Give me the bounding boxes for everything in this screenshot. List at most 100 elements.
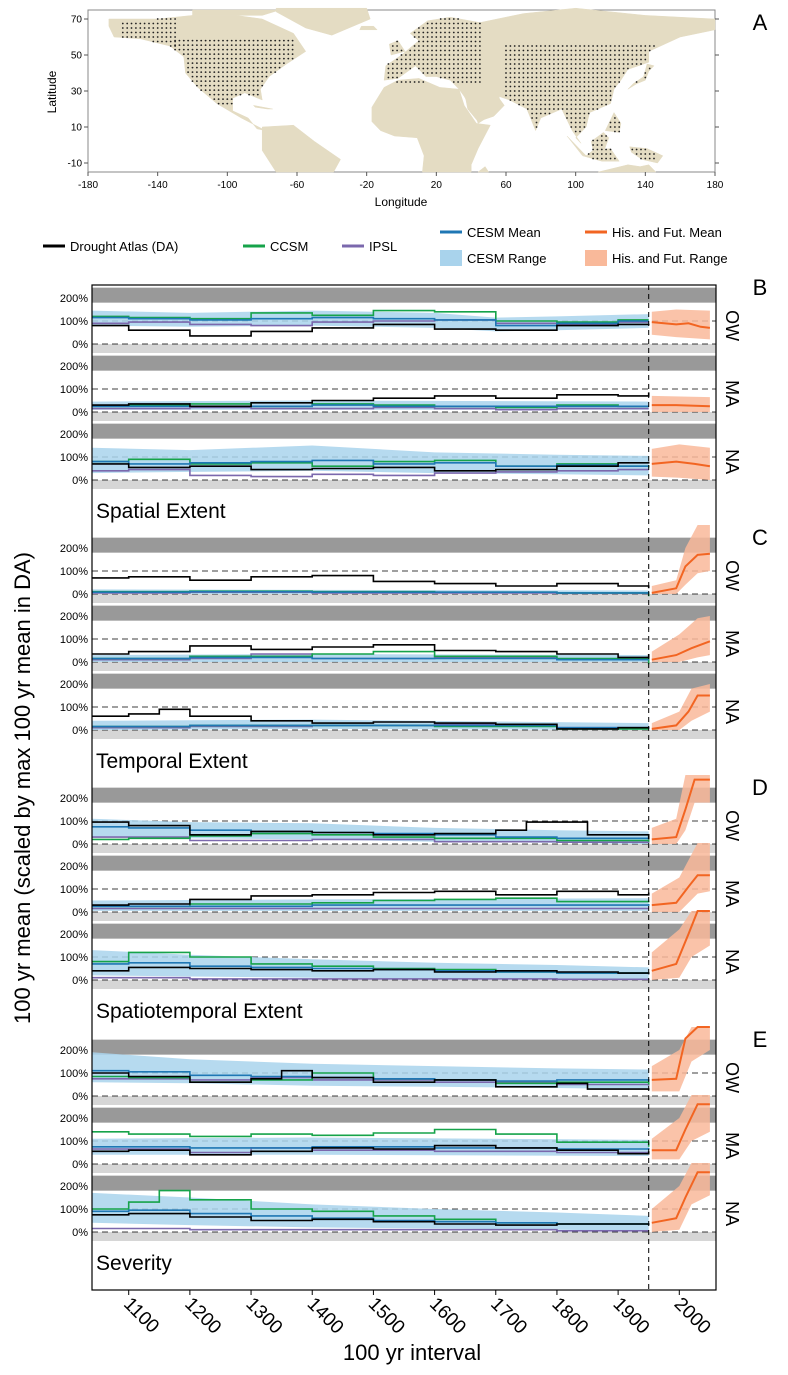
map-grid-dot	[583, 49, 586, 52]
map-grid-dot	[522, 85, 525, 88]
map-grid-dot	[230, 80, 233, 82]
map-grid-dot	[614, 67, 616, 70]
x-tick-label: 2000	[670, 1294, 715, 1339]
map-grid-dot	[526, 49, 529, 52]
map-grid-dot	[226, 71, 229, 73]
map-grid-dot	[444, 31, 446, 34]
map-grid-dot	[452, 81, 455, 83]
map-grid-dot	[139, 22, 142, 25]
map-grid-dot	[435, 58, 438, 61]
map-grid-dot	[226, 39, 229, 42]
map-grid-dot	[618, 45, 621, 47]
map-grid-dot	[409, 58, 412, 61]
map-grid-dot	[457, 72, 459, 74]
map-grid-dot	[444, 36, 446, 38]
map-grid-dot	[405, 58, 407, 61]
map-grid-dot	[544, 58, 547, 61]
da-line-e-ma	[92, 1144, 650, 1156]
map-grid-dot	[422, 58, 425, 61]
map-grid-dot	[614, 76, 616, 79]
map-grid-dot	[505, 45, 507, 47]
map-grid-dot	[574, 54, 577, 56]
map-grid-dot	[278, 62, 281, 64]
map-grid-dot	[583, 54, 586, 56]
map-grid-dot	[465, 45, 468, 47]
map-grid-dot	[596, 108, 599, 110]
map-grid-dot	[579, 63, 581, 65]
map-grid-dot	[574, 63, 577, 65]
band-light	[92, 594, 716, 603]
map-grid-dot	[387, 63, 390, 65]
map-grid-dot	[248, 39, 251, 42]
map-grid-dot	[605, 94, 607, 97]
region-label-ow: OW	[722, 1062, 742, 1093]
map-grid-dot	[235, 39, 237, 42]
map-grid-dot	[152, 27, 155, 29]
map-grid-dot	[169, 36, 172, 38]
map-grid-dot	[518, 58, 520, 61]
panel-letter-d: D	[752, 775, 768, 800]
hf-mean-line-e-ma	[651, 1103, 710, 1152]
map-grid-dot	[465, 81, 468, 83]
map-grid-dot	[243, 39, 246, 42]
map-grid-dot	[648, 49, 651, 52]
map-grid-dot	[627, 54, 629, 56]
map-grid-dot	[535, 58, 538, 61]
map-grid-dot	[548, 94, 551, 97]
map-grid-dot	[587, 153, 590, 155]
map-grid-dot	[566, 90, 568, 92]
map-grid-dot	[640, 153, 642, 155]
map-grid-dot	[418, 45, 420, 47]
legend-label-da: Drought Atlas (DA)	[70, 239, 178, 254]
map-grid-dot	[596, 67, 599, 70]
map-grid-dot	[539, 85, 542, 88]
map-grid-dot	[592, 148, 594, 151]
map-grid-dot	[457, 22, 459, 25]
map-grid-dot	[217, 71, 220, 73]
map-grid-dot	[600, 45, 603, 47]
map-grid-dot	[635, 49, 638, 52]
map-grid-dot	[531, 90, 533, 92]
map-grid-dot	[583, 99, 586, 101]
map-grid-dot	[444, 40, 446, 43]
map-grid-dot	[579, 72, 581, 74]
map-grid-dot	[579, 67, 581, 70]
map-grid-dot	[182, 39, 185, 42]
map-grid-dot	[283, 62, 285, 64]
map-grid-dot	[574, 126, 577, 128]
map-grid-dot	[252, 84, 255, 87]
map-grid-dot	[600, 49, 603, 52]
map-grid-dot	[631, 49, 634, 52]
map-grid-dot	[217, 84, 220, 87]
band-dark	[92, 423, 716, 439]
map-grid-dot	[587, 76, 590, 79]
map-grid-dot	[570, 103, 573, 106]
map-grid-dot	[230, 84, 233, 87]
map-grid-dot	[535, 76, 538, 79]
map-grid-dot	[274, 71, 277, 73]
y-tick-label: 100%	[60, 1068, 88, 1080]
map-grid-dot	[230, 98, 233, 100]
map-grid-dot	[431, 45, 433, 47]
map-x-tick-label: 20	[431, 180, 443, 191]
map-grid-dot	[505, 49, 507, 52]
map-grid-dot	[509, 58, 512, 61]
map-grid-dot	[204, 66, 207, 69]
map-grid-dot	[566, 99, 568, 101]
map-grid-dot	[635, 81, 638, 83]
map-grid-dot	[130, 22, 133, 25]
map-grid-dot	[544, 90, 547, 92]
y-tick-label: 200%	[60, 611, 88, 623]
map-grid-dot	[448, 76, 451, 79]
map-grid-dot	[522, 67, 525, 70]
map-grid-dot	[287, 44, 290, 46]
map-grid-dot	[217, 39, 220, 42]
da-line-d-ma	[92, 890, 650, 906]
map-grid-dot	[518, 63, 520, 65]
map-grid-dot	[426, 49, 429, 52]
map-grid-dot	[400, 72, 403, 74]
map-grid-dot	[614, 130, 616, 133]
map-grid-dot	[557, 67, 560, 70]
map-grid-dot	[600, 72, 603, 74]
map-grid-dot	[422, 27, 425, 29]
